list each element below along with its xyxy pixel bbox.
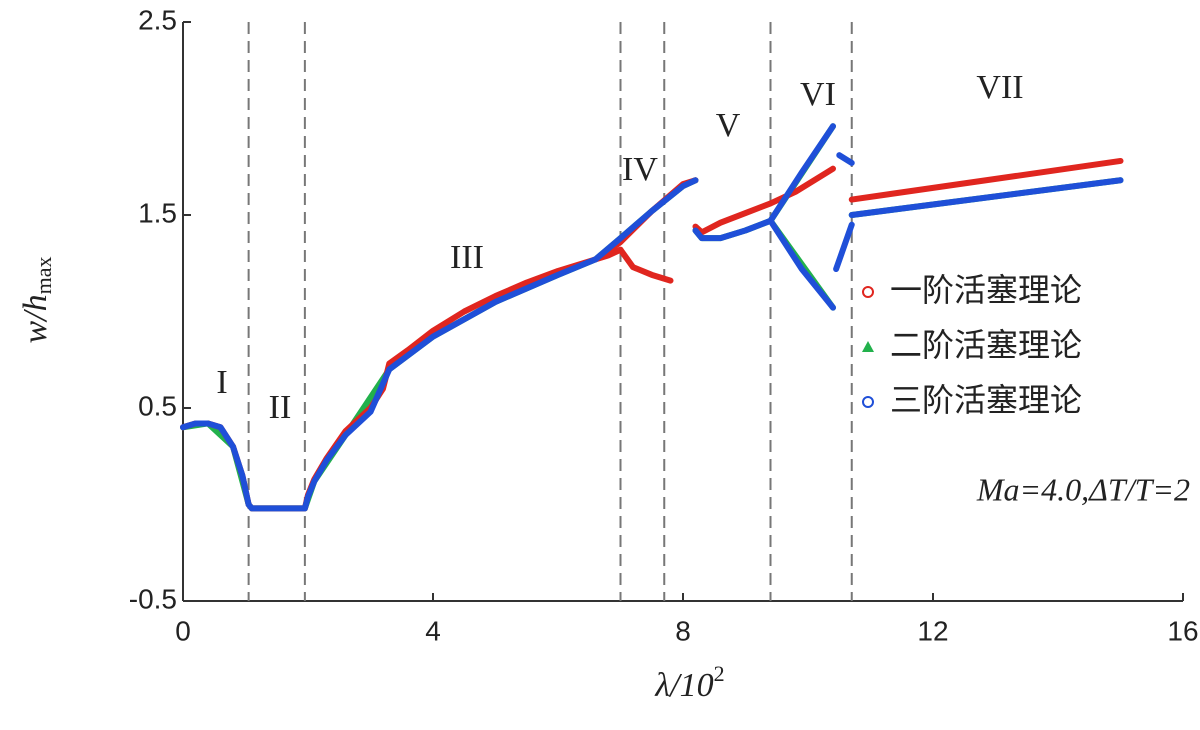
series-line (592, 177, 699, 263)
series-line (836, 152, 855, 166)
series-line (767, 217, 836, 311)
x-axis-label: λ/102 (654, 661, 724, 704)
legend-label: 二阶活塞理论 (890, 326, 1082, 364)
y-tick-label: -0.5 (129, 583, 177, 614)
y-tick-label: 2.5 (138, 4, 177, 35)
y-tick-label: 1.5 (138, 197, 177, 228)
series-line (180, 256, 599, 512)
region-label: V (716, 107, 741, 144)
region-label: I (216, 364, 227, 401)
legend-marker (862, 341, 874, 352)
series-line (848, 177, 1124, 218)
x-axis-label-sup: 2 (714, 661, 725, 686)
x-tick-label: 8 (675, 615, 691, 646)
x-tick-label: 0 (175, 615, 191, 646)
legend-marker (862, 396, 874, 408)
region-label: IV (622, 151, 658, 188)
region-label: VI (800, 76, 836, 113)
legend-label: 三阶活塞理论 (890, 381, 1082, 419)
series-line (692, 165, 836, 236)
x-tick-label: 16 (1167, 615, 1198, 646)
x-tick-label: 12 (917, 615, 948, 646)
region-label: III (450, 239, 484, 276)
legend-label: 一阶活塞理论 (890, 271, 1082, 309)
series-line (180, 256, 599, 512)
y-axis-label: w/hmax (17, 256, 56, 343)
region-label: II (269, 389, 292, 426)
legend-marker (862, 286, 874, 298)
series-line (617, 246, 674, 284)
y-axis-label-main: w/h (17, 294, 54, 343)
series-line (692, 123, 836, 242)
annotation: Ma=4.0,ΔT/T=2 (976, 471, 1190, 507)
x-axis-label-main: λ/10 (654, 667, 713, 704)
y-axis-label-sub: max (31, 256, 56, 294)
y-tick-label: 0.5 (138, 390, 177, 421)
region-label: VII (976, 69, 1023, 106)
series-line (848, 157, 1124, 203)
x-tick-label: 4 (425, 615, 441, 646)
series-line (833, 221, 855, 273)
